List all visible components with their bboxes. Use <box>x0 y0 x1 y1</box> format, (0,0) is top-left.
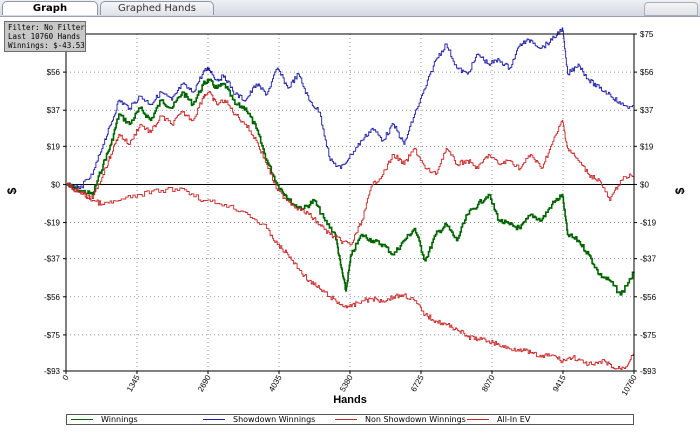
y-tick-label-left: $19 <box>47 142 61 151</box>
y-tick-label-right: -$37 <box>640 255 657 264</box>
y-tick-label-left: -$75 <box>44 331 61 340</box>
x-tick-label: 0 <box>61 373 71 382</box>
legend-label-winnings: Winnings <box>101 415 138 424</box>
y-axis-label-right: $ <box>673 187 687 194</box>
x-tick-label: 10760 <box>620 373 639 397</box>
y-tick-label-left: -$37 <box>44 255 61 264</box>
filter-info-box: Filter: No Filter Last 10760 Hands Winni… <box>4 21 86 52</box>
x-tick-label: 1345 <box>125 373 142 393</box>
chart-grid <box>66 34 634 371</box>
x-tick-label: 2690 <box>196 373 213 393</box>
legend-swatch-winnings <box>71 419 93 420</box>
y-tick-label-right: -$93 <box>640 367 657 376</box>
tab-graphed-hands[interactable]: Graphed Hands <box>100 1 214 15</box>
hands-count-label: Last 10760 Hands <box>8 32 81 41</box>
winnings-label: Winnings: $-43.53 <box>8 41 85 50</box>
y-tick-label-left: $56 <box>47 68 61 77</box>
y-tick-label-right: -$75 <box>640 331 657 340</box>
y-tick-label-left: -$56 <box>44 293 61 302</box>
y-tick-label-right: -$19 <box>640 219 657 228</box>
filter-label: Filter: No Filter <box>8 23 85 32</box>
x-tick-label: 5380 <box>338 373 355 393</box>
y-tick-label-left: -$19 <box>44 219 61 228</box>
y-tick-label-right: $75 <box>640 30 654 39</box>
tab-scroll-control[interactable] <box>644 2 698 16</box>
x-tick-label: 6725 <box>409 373 426 393</box>
legend-swatch-non-showdown <box>335 419 357 420</box>
series-line-showdown-winnings <box>66 27 635 189</box>
x-tick-label: 4035 <box>267 373 284 393</box>
y-tick-label-right: $19 <box>640 142 654 151</box>
legend-label-all-in-ev: All-In EV <box>497 415 531 424</box>
y-tick-label-right: $37 <box>640 106 654 115</box>
series-line-all-in-ev <box>66 182 635 370</box>
y-tick-label-left: $37 <box>47 106 61 115</box>
y-tick-label-right: -$56 <box>640 293 657 302</box>
y-axis-label-left: $ <box>5 187 19 194</box>
tab-bar: Graph Graphed Hands <box>0 0 700 17</box>
legend-swatch-showdown <box>203 419 225 420</box>
y-ticks-right: $75 $56 $37 $19 $0 -$19 -$37 -$56 -$75 -$93 <box>634 30 657 376</box>
series-line-non-showdown-winnings <box>66 90 635 246</box>
y-tick-label-right: $0 <box>640 180 649 189</box>
x-axis-label: Hands <box>333 394 367 406</box>
winnings-chart: $75 $56 $37 $19 $0 -$19 -$37 -$56 -$75 -$93 $75 $5… <box>5 27 687 406</box>
legend-label-non-showdown: Non Showdown Winnings <box>365 415 466 424</box>
y-ticks-left: $75$56$37$19$0-$19-$37-$56-$75-$93 <box>44 30 66 376</box>
y-tick-label-right: $56 <box>640 68 654 77</box>
legend-swatch-all-in-ev <box>467 419 489 420</box>
x-tick-label: 8070 <box>480 373 497 393</box>
y-tick-label-left: $0 <box>51 180 60 189</box>
series-line-winnings <box>66 78 635 296</box>
chart-legend: Winnings Showdown Winnings Non Showdown … <box>66 414 634 425</box>
tab-graph[interactable]: Graph <box>2 1 98 15</box>
legend-label-showdown: Showdown Winnings <box>233 415 316 424</box>
series-lines <box>66 27 635 370</box>
y-tick-label-left: -$93 <box>44 367 61 376</box>
graph-panel: Filter: No Filter Last 10760 Hands Winni… <box>0 17 700 436</box>
x-tick-label: 9415 <box>551 373 568 393</box>
